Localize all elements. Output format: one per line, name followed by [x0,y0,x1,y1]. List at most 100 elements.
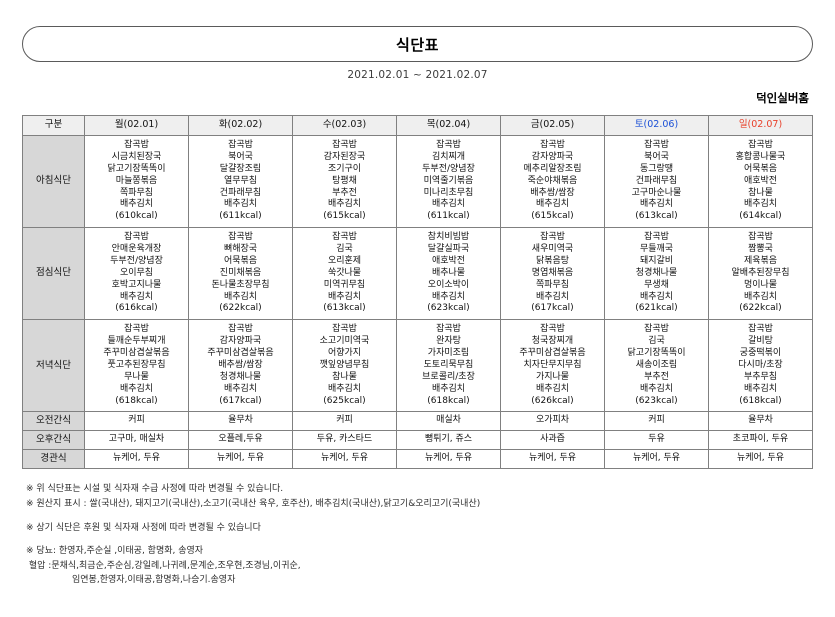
dish-item: 멍이나물 [743,279,778,290]
calorie-value: (616kcal) [115,303,158,314]
meal-cell: 잡곡밥 김국 닭고기장똑똑이 새송이조림 부추전 배추김치 (623kcal) [604,319,709,413]
dish-item: 배추김치 [119,383,154,394]
dish-item: 짬뽕국 [748,244,773,254]
snack-cell: 고구마, 매실차 [84,430,189,451]
note-line: ※ 당뇨: 한영자,주순실 ,이태공, 함명화, 송영자 [26,546,204,557]
dish-item: 들깨순두부찌개 [107,336,166,347]
dish-item: 풋고추된장무침 [107,359,166,370]
dish-item: 감자양파국 [531,151,574,162]
dish-item: 배추쌈/쌈장 [218,359,263,370]
column-header-day-5: 금(02.05) [500,115,605,136]
dish-item: 어묵볶음 [743,163,778,174]
dish-item: 배추김치 [327,383,362,394]
dish-item: 시금치된장국 [111,151,162,162]
meal-cell: 잡곡밥 완자탕 가자미조림 도토리묵무침 브로콜리/초장 배추김치 (618kcal) [396,319,501,413]
dish-item: 잡곡밥 [228,140,253,150]
dish-item: 뼈해장국 [223,244,258,254]
dish-item: 동그랑땡 [639,163,674,174]
snack-cell: 뉴케어, 두유 [604,449,709,470]
note-block: ※ 상기 식단은 후원 및 식자재 사정에 따라 변경될 수 있습니다 [26,521,835,536]
meal-cell: 잡곡밥 감자양파국 주꾸미삼겹살볶음 배추쌈/쌈장 청경채나물 배추김치 (617kcal) [188,319,293,413]
dish-item: 잡곡밥 [644,324,669,335]
dish-item: 배추김치 [119,199,154,210]
dish-item: 김국 [336,244,353,254]
note-line: ※ 상기 식단은 후원 및 식자재 사정에 따라 변경될 수 있습니다 [26,522,261,533]
dish-item: 배추김치 [743,291,778,302]
calorie-value: (611kcal) [427,211,470,222]
dish-item: 배추김치 [639,199,674,210]
dish-item: 갈비탕 [748,336,773,347]
dish-item: 메추리알장조림 [523,163,582,174]
dish-item: 잡곡밥 [436,140,461,150]
table-header-row: 구분 월(02.01) 화(02.02) 수(02.03) 목(02.04) 금(02.0… [22,115,813,136]
row-label: 오후간식 [22,430,85,451]
dish-item: 무들깨국 [639,244,674,254]
dish-item: 북어국 [644,151,669,162]
dish-item: 죽순야채볶음 [527,175,578,186]
column-header-gubun: 구분 [22,115,85,136]
calorie-value: (610kcal) [115,211,158,222]
meal-cell: 잡곡밥 들깨순두부찌개 주꾸미삼겹살볶음 풋고추된장무침 무나물 배추김치 (618kcal… [84,319,189,413]
dish-item: 잡곡밥 [748,232,773,243]
row-label: 아침식단 [22,134,85,229]
meal-cell: 잡곡밥 뼈해장국 어묵볶음 진미채볶음 돈나물초장무침 배추김치 (622kcal) [188,227,293,321]
dish-item: 잡곡밥 [332,324,357,335]
dish-item: 가지나물 [535,371,570,382]
table-row: 오전간식 커피 율무차 커피 매실차 오가피차 커피 율무차 [22,411,813,432]
snack-cell: 커피 [84,411,189,432]
dish-item: 쪽파무침 [119,187,154,198]
dish-item: 배추김치 [327,291,362,302]
row-label: 경관식 [22,449,85,470]
dish-item: 배추김치 [743,383,778,394]
date-range: 2021.02.01 ~ 2021.02.07 [347,69,488,81]
dish-item: 잡곡밥 [540,232,565,243]
dish-item: 잡곡밥 [748,324,773,335]
dish-item: 닭고기장똑똑이 [627,348,686,358]
dish-item: 북어국 [228,151,253,162]
note-line: 혈압 :문채식,최금순,주순심,강일례,나귀례,문계순,조우현,조경님,이귀순, [26,560,301,571]
dish-item: 감자된장국 [323,151,366,162]
dish-item: 배추김치 [535,199,570,210]
calorie-value: (623kcal) [427,303,470,314]
dish-item: 가자미조림 [427,348,470,358]
dish-item: 건파래무침 [635,175,678,186]
dish-item: 배추김치 [431,199,466,210]
dish-item: 배추김치 [535,291,570,302]
dish-item: 감자양파국 [219,336,262,347]
dish-item: 궁중떡볶이 [739,348,782,358]
meal-cell: 잡곡밥 김치찌개 두부전/양념장 미역줄기볶음 미나리초무침 배추김치 (611kcal) [396,134,501,229]
dish-item: 미나리초무침 [423,187,474,198]
dish-item: 완자탕 [436,336,461,347]
dish-item: 오이무침 [119,267,154,278]
footer-notes: ※ 위 식단표는 시설 및 식자재 수급 사정에 따라 변경될 수 있습니다. ※… [26,482,835,587]
dish-item: 미역귀무침 [323,279,366,290]
snack-cell: 율무차 [188,411,293,432]
calorie-value: (625kcal) [323,395,366,406]
dish-item: 조기구이 [327,163,362,174]
row-label: 점심식단 [22,227,85,321]
dish-item: 달걀실파국 [427,244,470,254]
calorie-value: (618kcal) [115,395,158,406]
dish-item: 주꾸미삼겹살볶음 [519,348,586,358]
dish-item: 도토리묵무침 [423,359,474,370]
dish-item: 진미채볶음 [219,267,262,278]
table-row: 저녁식단 잡곡밥 들깨순두부찌개 주꾸미삼겹살볶음 풋고추된장무침 무나물 배추김치 (618… [22,319,813,413]
dish-item: 잡곡밥 [540,140,565,150]
column-header-day-6: 토(02.06) [604,115,709,136]
snack-cell: 사과즙 [500,430,605,451]
dish-item: 잡곡밥 [124,232,149,243]
snack-cell: 매실차 [396,411,501,432]
dish-item: 오리훈제 [327,255,362,266]
dish-item: 김국 [648,336,665,347]
dish-item: 홍합콩나물국 [735,151,786,162]
note-block: ※ 당뇨: 한영자,주순실 ,이태공, 함명화, 송영자 혈압 :문채식,최금순… [26,544,835,588]
dish-item: 소고기미역국 [319,336,370,347]
meal-cell: 잡곡밥 북어국 동그랑땡 건파래무침 고구마순나물 배추김치 (613kcal) [604,134,709,229]
dish-item: 두부전/양념장 [110,255,163,266]
dish-item: 잡곡밥 [748,140,773,150]
dish-item: 쪽파무침 [535,279,570,290]
dish-item: 다시마/초장 [738,359,783,370]
snack-cell: 뉴케어, 두유 [396,449,501,470]
dish-item: 부추전 [332,187,357,198]
dish-item: 배추쌈/쌈장 [530,187,575,198]
